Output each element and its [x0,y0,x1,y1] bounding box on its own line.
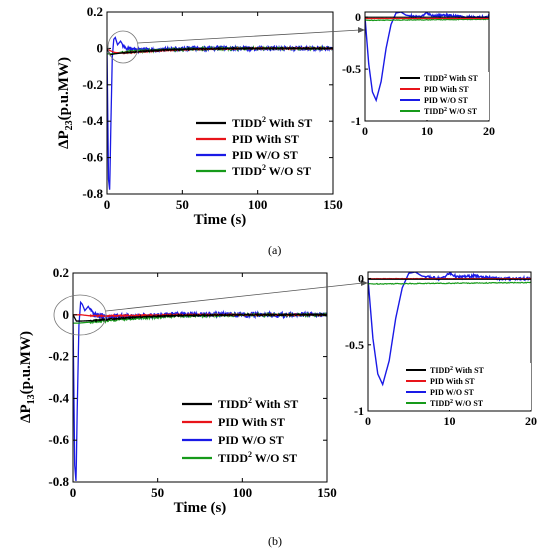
inset-y-tick-label: 0 [355,10,361,24]
caption-a: (a) [268,243,282,257]
series-tidd2-with-st [73,312,327,323]
inset-y-tick-label: -1 [354,404,364,418]
series-tidd2-with-st [107,46,333,56]
inset-series-tidd2-wo-st [368,281,531,285]
zoom-circle [53,294,107,336]
legend-label: TIDD2 With ST [218,396,298,411]
inset-y-tick-label: -1 [351,114,361,128]
inset-y-tick-label: -0.5 [345,338,364,352]
y-tick-label: -0.8 [48,474,69,489]
y-tick-label: 0.2 [87,4,103,19]
y-tick-label: -0.2 [48,349,69,364]
legend-label: PID W/O ST [232,148,298,162]
axes-frame [106,11,334,195]
x-tick-label: 150 [317,485,337,500]
zoom-arrow [105,282,364,312]
x-tick-label: 0 [70,485,77,500]
inset-y-tick-label: -0.5 [342,62,361,76]
inset-x-tick-label: 10 [444,414,456,428]
plot-area [73,300,327,482]
inset-legend-label: PID W/O ST [424,96,469,105]
axes-frame [72,272,328,483]
inset-legend-label: PID With ST [424,85,469,94]
x-axis-label: Time (s) [194,212,247,228]
inset-legend-label: TIDD2 W/O ST [424,107,478,116]
zoom-arrow-head [358,27,365,33]
legend-label: TIDD2 With ST [232,115,312,130]
zoom-arrow [137,29,361,44]
y-tick-label: -0.6 [82,150,103,165]
zoom-circle [107,30,139,64]
inset-series-tidd2-wo-st [365,18,489,22]
x-tick-label: 100 [248,197,268,212]
x-tick-label: 50 [151,485,164,500]
y-axis-label: ΔP13(p.u.MW) [18,331,37,423]
inset-legend-label: PID With ST [430,377,475,386]
inset-x-tick-label: 10 [421,124,433,138]
inset-x-tick-label: 20 [483,124,495,138]
x-tick-label: 150 [323,197,343,212]
y-tick-label: 0.2 [53,265,69,280]
inset-chart: 0 10 20 0 -0.5 -1 TIDD2 With ST PID With ST PID … [345,271,537,428]
inset-x-tick-label: 0 [365,414,371,428]
x-axis-label: Time (s) [174,500,227,516]
inset-legend-label: TIDD2 With ST [430,366,485,375]
x-tick-label: 0 [104,197,111,212]
inset-plot-area [368,272,531,387]
inset-x-tick-label: 0 [362,124,368,138]
legend-label: PID With ST [232,132,299,146]
y-tick-label: -0.4 [48,390,69,405]
inset-chart: 0 10 20 0 -0.5 -1 TIDD2 With ST PID With ST PID … [342,10,495,138]
legend: TIDD2 With ST PID With ST PID W/O ST TIDD2 … [182,396,298,465]
legend-label: PID W/O ST [218,433,284,447]
legend-label: TIDD2 W/O ST [218,450,297,465]
y-tick-label: -0.8 [82,186,103,201]
caption-b: (b) [268,534,282,548]
zoom-arrow-head [361,280,368,286]
legend-label: TIDD2 W/O ST [232,163,311,178]
inset-x-tick-label: 20 [525,414,537,428]
inset-legend-label: TIDD2 W/O ST [430,399,484,408]
legend: TIDD2 With ST PID With ST PID W/O STTIDD2 … [196,115,312,178]
y-tick-label: 0 [63,307,70,322]
x-tick-label: 100 [233,485,253,500]
y-tick-label: -0.2 [82,77,103,92]
y-tick-label: -0.6 [48,432,69,447]
inset-legend-label: TIDD2 With ST [424,74,479,83]
y-tick-label: 0 [97,40,104,55]
plot-area [107,36,333,190]
y-tick-label: -0.4 [82,113,103,128]
y-axis-label: ΔP23(p.u.MW) [56,57,75,149]
inset-y-tick-label: 0 [358,272,364,286]
x-tick-label: 50 [176,197,189,212]
inset-legend-label: PID W/O ST [430,388,475,397]
legend-label: PID With ST [218,415,285,429]
